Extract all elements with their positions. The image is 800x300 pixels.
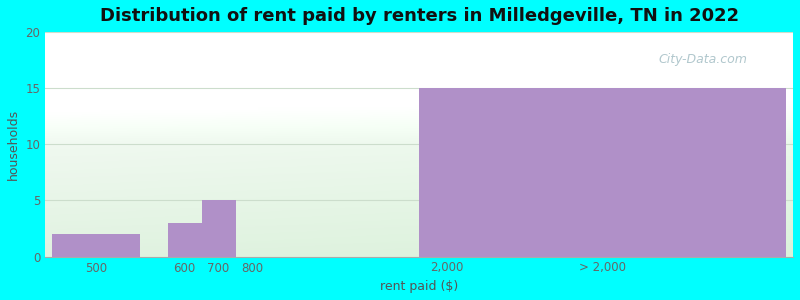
Y-axis label: households: households bbox=[7, 109, 20, 180]
Text: City-Data.com: City-Data.com bbox=[659, 52, 748, 65]
Bar bbox=[168, 223, 202, 256]
Bar bbox=[202, 200, 235, 256]
Bar bbox=[52, 234, 141, 256]
Title: Distribution of rent paid by renters in Milledgeville, TN in 2022: Distribution of rent paid by renters in … bbox=[99, 7, 738, 25]
X-axis label: rent paid ($): rent paid ($) bbox=[380, 280, 458, 293]
Bar bbox=[419, 88, 786, 256]
